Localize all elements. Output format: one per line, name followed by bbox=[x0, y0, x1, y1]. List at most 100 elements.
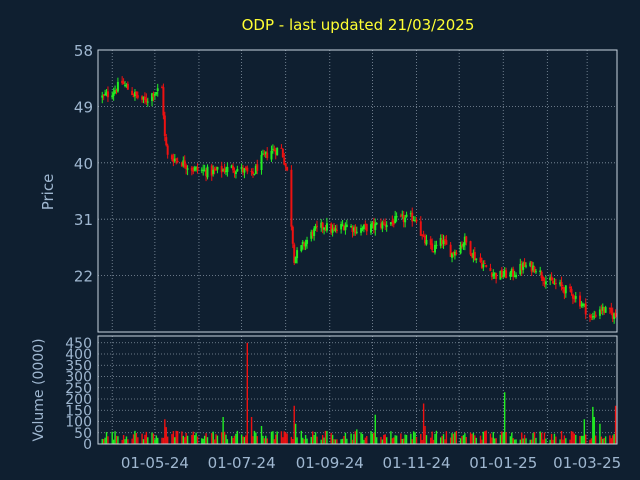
volume-bar bbox=[252, 436, 254, 444]
candle-body bbox=[126, 83, 129, 90]
candle-body bbox=[452, 252, 455, 255]
volume-bar bbox=[340, 439, 342, 444]
volume-bar bbox=[255, 432, 257, 444]
candle-body bbox=[539, 270, 542, 272]
candle-body bbox=[325, 223, 328, 231]
candle-body bbox=[333, 227, 336, 230]
volume-bar bbox=[203, 435, 206, 444]
volume-bar bbox=[489, 433, 492, 444]
volume-bar bbox=[313, 435, 315, 444]
candle-body bbox=[266, 152, 269, 159]
volume-bar bbox=[233, 435, 236, 444]
candle-body bbox=[493, 272, 496, 275]
candle-body bbox=[608, 307, 611, 310]
candle-body bbox=[364, 223, 367, 226]
chart-title: ODP - last updated 21/03/2025 bbox=[242, 16, 475, 34]
volume-bar bbox=[459, 438, 462, 444]
candle-body bbox=[185, 165, 188, 169]
volume-bar bbox=[371, 433, 374, 444]
candle-body bbox=[441, 239, 444, 244]
candle-body bbox=[479, 257, 482, 263]
candle-body bbox=[519, 263, 522, 274]
volume-bar bbox=[381, 439, 384, 444]
volume-bar bbox=[424, 426, 426, 444]
volume-bar bbox=[555, 436, 557, 444]
candle-body bbox=[603, 307, 606, 313]
volume-bar bbox=[186, 435, 189, 444]
volume-bar bbox=[201, 438, 203, 444]
volume-y-tick-label: 100 bbox=[65, 415, 92, 431]
candle-body bbox=[274, 150, 277, 155]
candle-body bbox=[141, 96, 144, 100]
candle-body bbox=[371, 222, 374, 224]
volume-bar bbox=[462, 435, 465, 444]
candle-body bbox=[513, 275, 516, 277]
volume-bar bbox=[394, 435, 396, 444]
volume-bar bbox=[374, 414, 376, 444]
candle-body bbox=[304, 242, 307, 247]
candle-body bbox=[591, 316, 594, 318]
candle-body bbox=[463, 236, 466, 245]
candle-body bbox=[205, 170, 208, 176]
volume-bar bbox=[502, 432, 504, 444]
volume-bar bbox=[573, 433, 576, 444]
volume-bar bbox=[185, 432, 187, 444]
volume-bar bbox=[155, 435, 157, 444]
candle-body bbox=[522, 262, 525, 270]
volume-bar bbox=[275, 434, 277, 444]
volume-bar bbox=[296, 437, 298, 444]
volume-bar bbox=[613, 433, 615, 444]
x-tick-labels: 01-05-24 01-07-24 01-09-24 01-11-24 01-01-25… bbox=[121, 454, 621, 472]
candle-body bbox=[172, 159, 175, 163]
candle-body bbox=[549, 277, 552, 280]
candle-body bbox=[234, 171, 237, 175]
candle-body bbox=[160, 87, 163, 89]
candle-body bbox=[560, 282, 563, 286]
candle-body bbox=[350, 226, 353, 228]
candle-body bbox=[212, 169, 215, 174]
candle-body bbox=[524, 265, 527, 267]
price-y-tick-label: 49 bbox=[74, 98, 93, 116]
volume-bar bbox=[495, 438, 497, 444]
price-y-tick-label: 31 bbox=[74, 211, 93, 229]
volume-bar bbox=[445, 431, 448, 444]
volume-bar bbox=[530, 439, 533, 444]
volume-bar bbox=[152, 433, 155, 444]
volume-y-tick-label: 350 bbox=[65, 358, 92, 374]
candle-body bbox=[405, 214, 408, 217]
volume-bar bbox=[583, 419, 585, 444]
volume-bar bbox=[422, 403, 425, 444]
candle-body bbox=[411, 212, 414, 222]
volume-bar bbox=[344, 432, 347, 444]
volume-bar bbox=[172, 431, 175, 444]
candle-body bbox=[389, 222, 392, 225]
candle-body bbox=[492, 273, 495, 277]
candle-body bbox=[598, 309, 601, 316]
volume-bar bbox=[590, 438, 593, 444]
x-tick-label: 01-01-25 bbox=[469, 454, 537, 472]
volume-bar bbox=[361, 434, 364, 444]
candle-body bbox=[435, 244, 438, 246]
volume-bar bbox=[585, 434, 587, 444]
volume-bar bbox=[117, 436, 119, 444]
candle-body bbox=[203, 169, 206, 171]
candle-body bbox=[500, 269, 503, 278]
volume-bar bbox=[310, 436, 312, 444]
volume-bar bbox=[341, 438, 344, 444]
candle-body bbox=[175, 158, 178, 160]
volume-bar bbox=[444, 439, 446, 444]
candle-body bbox=[166, 145, 169, 155]
candle-body bbox=[443, 239, 446, 241]
candle-body bbox=[142, 96, 145, 100]
candle-body bbox=[162, 87, 165, 116]
volume-bar bbox=[212, 431, 214, 444]
candle-body bbox=[580, 304, 583, 306]
volume-bar bbox=[560, 431, 563, 444]
candle-body bbox=[286, 166, 289, 171]
volume-bar bbox=[222, 417, 224, 444]
candle-body bbox=[151, 93, 154, 101]
volume-bar bbox=[111, 431, 113, 444]
volume-bar bbox=[226, 439, 229, 444]
candle-body bbox=[431, 243, 434, 251]
volume-bar bbox=[472, 432, 475, 444]
